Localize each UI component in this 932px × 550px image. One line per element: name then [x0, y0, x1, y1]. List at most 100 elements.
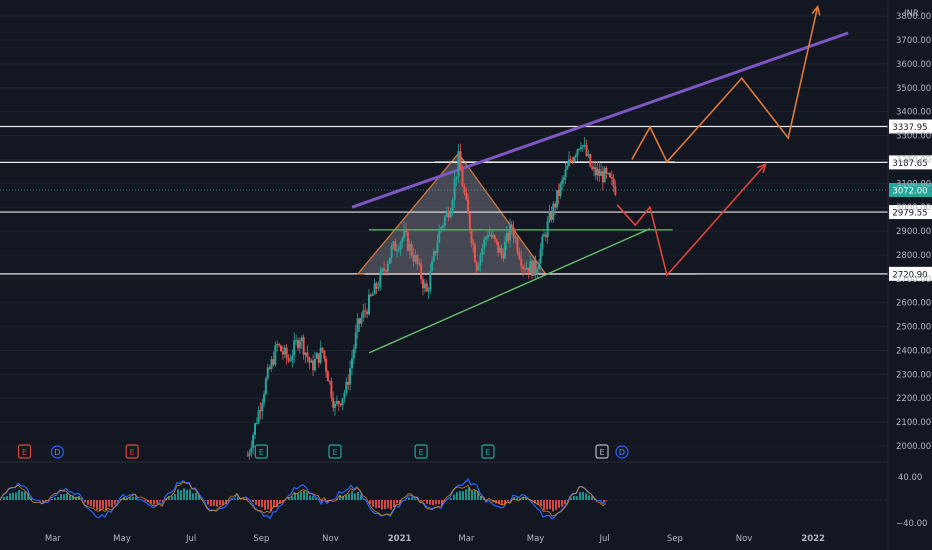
- candle-body: [406, 232, 409, 251]
- candle: [449, 207, 452, 219]
- price-tick-label: 2900.00: [896, 227, 931, 237]
- candle: [356, 313, 359, 340]
- candle: [534, 255, 537, 279]
- candle-body: [264, 378, 267, 395]
- candle-body: [366, 311, 369, 315]
- candle: [574, 153, 577, 162]
- candle-body: [477, 265, 480, 271]
- candle: [319, 340, 322, 365]
- candle: [362, 303, 365, 322]
- candle: [457, 144, 460, 183]
- marker-frame: [50, 445, 64, 459]
- candle: [520, 250, 523, 272]
- candle-body: [543, 234, 546, 237]
- candle-body: [440, 227, 443, 230]
- level-tag: 3337.95: [889, 119, 932, 134]
- candle: [328, 380, 331, 385]
- marker-label: E: [599, 448, 604, 457]
- time-tick-label: 2022: [801, 534, 825, 544]
- candle: [401, 236, 404, 248]
- candle-body: [261, 402, 264, 412]
- candle: [296, 337, 299, 352]
- candle-body: [523, 268, 526, 270]
- candle-body: [383, 268, 386, 271]
- candle: [488, 227, 491, 237]
- candle-body: [347, 381, 350, 385]
- histogram-bar: [189, 489, 191, 500]
- candle: [530, 259, 533, 279]
- histogram-bar: [351, 491, 353, 500]
- histogram-bar: [102, 500, 104, 509]
- histogram-bar: [558, 500, 560, 508]
- candle-body: [548, 212, 551, 222]
- histogram-bar: [534, 500, 536, 504]
- candle: [470, 228, 473, 248]
- candle-body: [481, 248, 484, 255]
- candle: [589, 153, 592, 168]
- candle-body: [483, 239, 486, 249]
- candle: [325, 356, 328, 378]
- candle: [287, 354, 290, 364]
- histogram-bar: [261, 500, 263, 508]
- histogram-bar: [552, 500, 554, 512]
- candle-body: [369, 294, 372, 296]
- histogram-bar: [192, 493, 194, 500]
- candle: [512, 221, 515, 243]
- candle: [556, 190, 559, 211]
- candle: [341, 398, 344, 411]
- marker-frame: [414, 444, 428, 459]
- marker-label: E: [485, 448, 490, 457]
- candle: [293, 332, 296, 364]
- marker-label: D: [54, 448, 60, 457]
- candle-body: [451, 200, 454, 214]
- time-axis[interactable]: Mar May Jul Sep Nov 2021 Mar May Jul Sep Nov 2022: [45, 534, 825, 544]
- histogram-bar: [156, 500, 158, 504]
- candle: [386, 260, 389, 276]
- candle: [546, 216, 549, 244]
- candle-body: [392, 241, 395, 247]
- candle-body: [609, 173, 612, 178]
- candle-body: [408, 244, 411, 251]
- candle: [498, 245, 501, 253]
- histogram-bar: [480, 495, 482, 500]
- candle: [459, 143, 462, 171]
- price-tick-label: 3000.00: [896, 203, 931, 213]
- histogram-bar: [153, 500, 155, 505]
- candle-body: [248, 452, 251, 456]
- candle-body: [559, 183, 562, 196]
- candle-body: [596, 169, 599, 176]
- candle: [375, 281, 378, 295]
- candle-body: [312, 360, 315, 371]
- candle-body: [319, 347, 322, 364]
- candle-body: [522, 266, 525, 269]
- candle-body: [455, 176, 458, 180]
- marker-label: D: [619, 448, 625, 457]
- price-tick-label: 2700.00: [896, 275, 931, 285]
- histogram-bar: [459, 491, 461, 500]
- histogram-bar: [69, 494, 71, 500]
- candle-body: [310, 360, 313, 363]
- candle-body: [414, 254, 417, 262]
- histogram-bar: [570, 497, 572, 500]
- candle-body: [276, 343, 279, 346]
- histogram-bar: [438, 500, 440, 505]
- candle: [527, 267, 530, 279]
- candle-body: [532, 260, 535, 276]
- candle-body: [298, 340, 301, 349]
- histogram-bar: [186, 489, 188, 500]
- earnings-marker: E: [414, 444, 428, 459]
- candle-body: [576, 149, 579, 156]
- histogram-bar: [18, 489, 20, 500]
- candle-body: [514, 237, 517, 239]
- price-axis[interactable]: 2000.00 2100.00 2200.00 2300.00 2400.00 2500.…: [887, 0, 931, 550]
- candle: [609, 171, 612, 179]
- candle-body: [603, 168, 606, 183]
- histogram-bar: [342, 495, 344, 500]
- histogram-bar: [180, 490, 182, 500]
- histogram-bar: [24, 491, 26, 500]
- candle: [510, 221, 513, 235]
- time-tick-label: May: [527, 534, 545, 544]
- histogram-bar: [339, 494, 341, 500]
- candle: [537, 259, 540, 270]
